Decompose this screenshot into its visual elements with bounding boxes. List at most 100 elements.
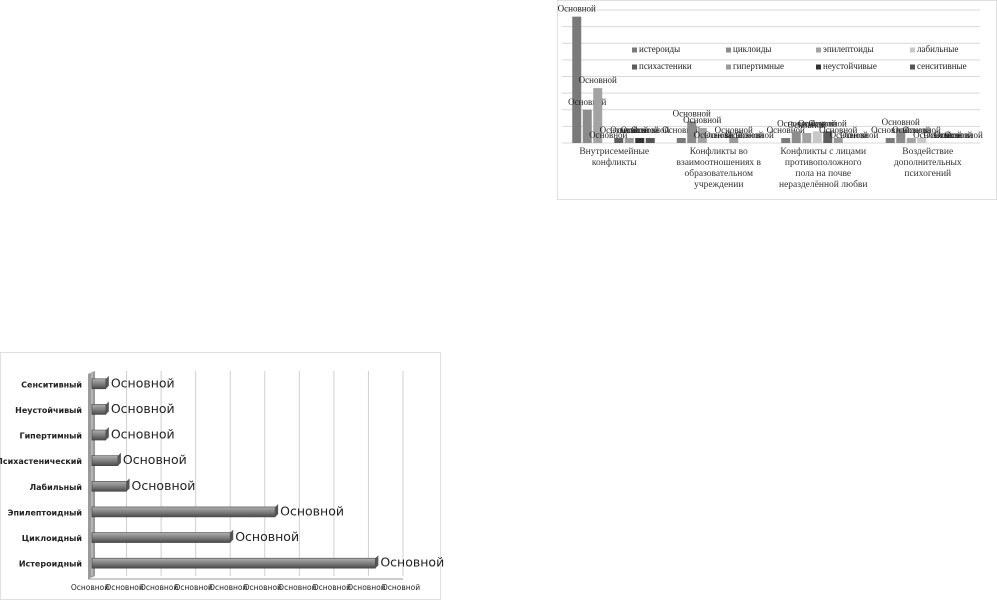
x-tick-label: Основной bbox=[71, 583, 109, 592]
legend-swatch bbox=[632, 47, 637, 53]
bar bbox=[572, 16, 582, 143]
data-label: Основной bbox=[132, 478, 196, 493]
x-tick-label: Основной bbox=[209, 583, 247, 592]
data-label: Основной bbox=[621, 125, 659, 135]
y-tick-label: Гипертимный bbox=[19, 432, 82, 441]
data-label: Основной bbox=[892, 125, 930, 135]
bar bbox=[812, 131, 822, 143]
data-label: Основной bbox=[798, 118, 836, 128]
bar bbox=[91, 429, 107, 441]
bar bbox=[781, 138, 791, 143]
legend-label: лабильные bbox=[917, 44, 958, 54]
x-tick-label: Основной bbox=[175, 583, 213, 592]
bar bbox=[645, 138, 655, 143]
legend-swatch bbox=[816, 47, 821, 53]
data-label: Основной bbox=[558, 4, 596, 14]
data-label: Основной bbox=[589, 130, 627, 140]
bar bbox=[906, 138, 916, 143]
data-label: Основной bbox=[924, 130, 962, 140]
y-tick-label: Эпилептоидный bbox=[8, 508, 82, 517]
legend-label: неустойчивые bbox=[823, 61, 877, 71]
bar bbox=[91, 404, 107, 415]
data-label: Основной bbox=[767, 125, 805, 135]
x-tick-label: Основной bbox=[313, 583, 351, 592]
data-label: Основной bbox=[819, 125, 857, 135]
bar-end bbox=[105, 375, 109, 389]
x-tick-label-box: Конфликты с лицами противоположного пола… bbox=[779, 147, 868, 190]
legend-label: психастеники bbox=[639, 61, 692, 71]
data-label: Основной bbox=[600, 125, 638, 135]
bar-end bbox=[375, 555, 379, 569]
data-label: Основной bbox=[830, 130, 868, 140]
data-label: Основной bbox=[579, 75, 617, 85]
bar bbox=[791, 131, 801, 143]
y-tick-label: Сенситивный bbox=[21, 380, 82, 389]
bar bbox=[729, 138, 739, 143]
x-tick-label: Воздействие дополнительных психогений bbox=[893, 147, 962, 179]
data-label: Основной bbox=[725, 130, 763, 140]
data-label: Основной bbox=[809, 118, 847, 128]
legend-label: циклоиды bbox=[733, 44, 771, 54]
legend-swatch bbox=[632, 64, 637, 70]
bar bbox=[91, 532, 231, 543]
data-label: Основной bbox=[123, 452, 187, 467]
data-label: Основной bbox=[694, 130, 732, 140]
y-tick-label: Психастенический bbox=[0, 457, 82, 466]
data-label: Основной bbox=[777, 118, 815, 128]
bar bbox=[802, 133, 812, 143]
bar bbox=[91, 506, 276, 518]
data-label: Основной bbox=[913, 130, 951, 140]
bar bbox=[833, 138, 843, 143]
data-label: Основной bbox=[788, 120, 826, 130]
data-label: Основной bbox=[945, 130, 983, 140]
bar bbox=[91, 455, 119, 466]
data-label: Основной bbox=[673, 108, 711, 118]
legend-label: истероиды bbox=[639, 44, 680, 54]
y-tick-label: Неустойчивый bbox=[15, 406, 82, 415]
x-tick-label: Конфликты с лицами противоположного пола… bbox=[779, 147, 868, 190]
legend-swatch bbox=[816, 64, 821, 70]
data-label: Основной bbox=[871, 125, 909, 135]
x-tick-label-box: Воздействие дополнительных психогений bbox=[893, 147, 962, 179]
data-label: Основной bbox=[111, 375, 175, 390]
y-tick-label: Лабильный bbox=[29, 482, 82, 492]
data-label: Основной bbox=[662, 125, 700, 135]
y-tick-label: Циклоидный bbox=[22, 534, 82, 543]
bar bbox=[582, 109, 592, 143]
legend-label: сенситивные bbox=[917, 61, 967, 71]
x-tick-label-box: Внутрисемейные конфликты bbox=[579, 147, 649, 168]
x-tick-label: Основной bbox=[278, 583, 316, 592]
data-label: Основной bbox=[380, 555, 444, 570]
bar-end bbox=[126, 478, 130, 492]
data-label: Основной bbox=[903, 125, 941, 135]
data-label: Основной bbox=[280, 503, 344, 518]
data-label: Основной bbox=[631, 125, 669, 135]
bar bbox=[91, 557, 376, 569]
bar bbox=[896, 129, 906, 143]
data-label: Основной bbox=[704, 130, 742, 140]
bar bbox=[823, 131, 833, 143]
bar-end bbox=[117, 452, 121, 466]
x-tick-label: Основной bbox=[105, 583, 143, 592]
bar bbox=[624, 138, 634, 143]
bar-end bbox=[105, 401, 109, 415]
bar bbox=[91, 378, 107, 390]
legend-swatch bbox=[726, 47, 731, 53]
data-label: Основной bbox=[715, 125, 753, 135]
data-label: Основной bbox=[235, 529, 299, 544]
bar bbox=[614, 138, 624, 143]
legend-swatch bbox=[910, 47, 915, 53]
data-label: Основной bbox=[882, 117, 920, 127]
bar bbox=[697, 128, 707, 143]
legend-swatch bbox=[726, 64, 731, 70]
legend-label: гипертимные bbox=[733, 61, 784, 71]
bar bbox=[91, 481, 127, 492]
x-tick-label: Основной bbox=[244, 583, 282, 592]
bar bbox=[885, 138, 895, 143]
data-label: Основной bbox=[934, 130, 972, 140]
bar bbox=[687, 121, 697, 143]
bar bbox=[593, 88, 603, 143]
legend-label: эпилептоиды bbox=[823, 44, 874, 54]
